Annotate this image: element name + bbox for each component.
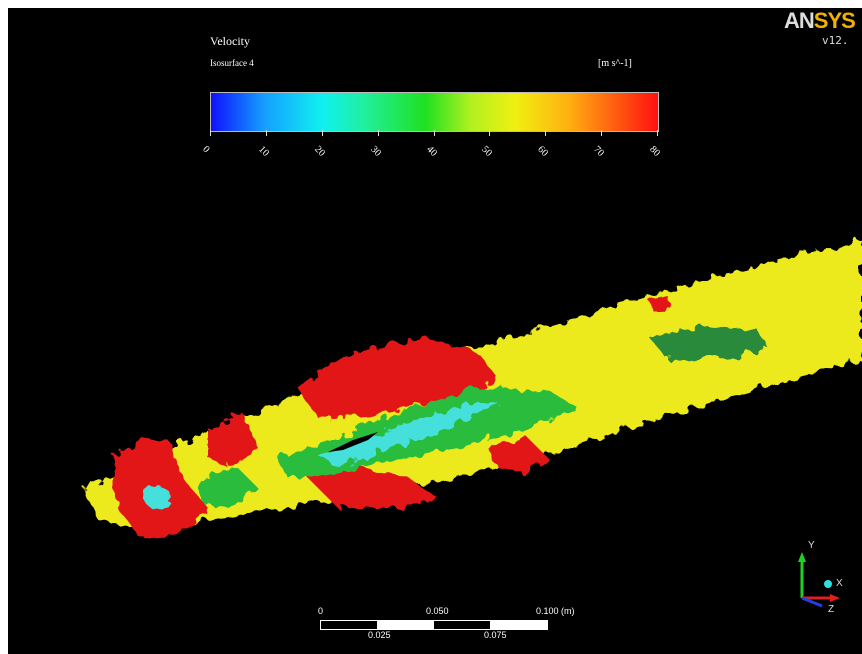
legend-subtitle: Isosurface 4 [210, 58, 254, 68]
color-scale-tick [489, 130, 491, 136]
color-scale-bar [210, 92, 659, 132]
axis-label-y: Y [808, 540, 815, 551]
color-scale-tick [433, 130, 435, 136]
color-scale-tick [210, 130, 211, 136]
green-region-right [648, 326, 768, 360]
color-scale-tick [265, 130, 267, 136]
color-scale-tick [377, 130, 379, 136]
scale-label-0: 0 [318, 606, 324, 616]
scale-label-050: 0.050 [426, 606, 449, 616]
length-scale-bar [320, 620, 548, 630]
color-scale-tick [601, 130, 603, 136]
legend-unit: [m s^-1] [598, 58, 632, 69]
version-label: v12. [822, 34, 849, 47]
legend-title: Velocity [210, 34, 250, 48]
scale-label-025: 0.025 [368, 630, 391, 640]
red-region-left [208, 413, 258, 468]
axis-label-z: Z [828, 604, 834, 614]
scale-label-100: 0.100 (m) [536, 606, 575, 616]
color-scale-tick [545, 130, 547, 136]
isosurface-scene [82, 240, 862, 536]
airfoil-leading-edge [328, 432, 378, 452]
logo-sys: SYS [813, 8, 856, 33]
color-scale-tick [321, 130, 323, 136]
ansys-logo: ANSYS [784, 8, 856, 34]
airfoil-surface [320, 400, 498, 466]
color-scale-tick [657, 130, 658, 136]
green-region-front [198, 468, 258, 508]
render-viewport[interactable]: Velocity Isosurface 4 [m s^-1] 0 10 20 30 40… [8, 8, 862, 654]
cylinder-surface [145, 486, 171, 510]
axis-triad: Y X Z [798, 540, 843, 614]
logo-an: AN [784, 8, 815, 33]
red-region-top-right [648, 296, 672, 314]
red-region-lower-2 [488, 438, 548, 474]
scale-label-075: 0.075 [484, 630, 507, 640]
axis-label-x: X [836, 578, 843, 589]
red-region-lower [308, 466, 438, 508]
